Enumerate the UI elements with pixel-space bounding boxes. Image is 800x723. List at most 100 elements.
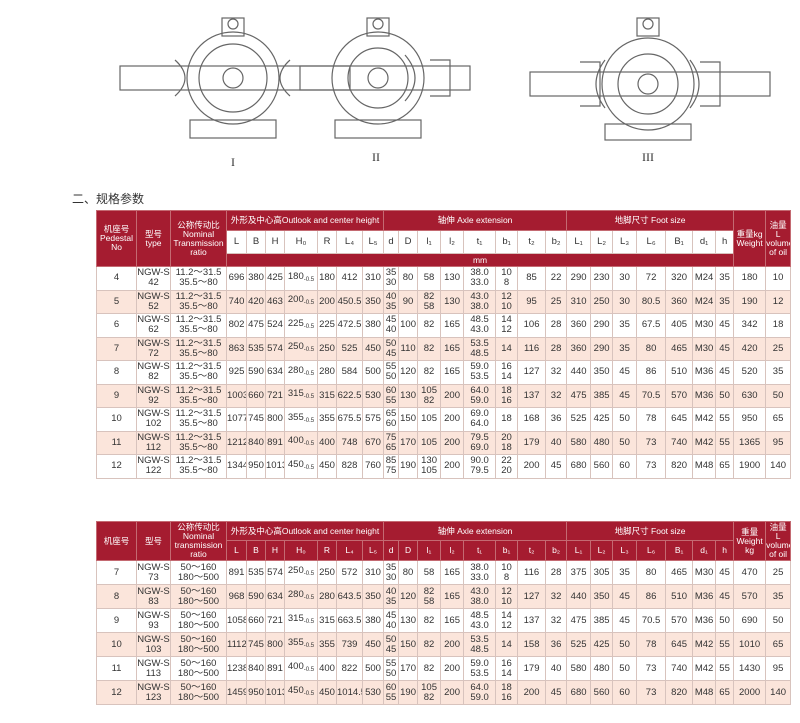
data-cell: 105 82 bbox=[417, 680, 442, 705]
cell-line: 11.2～31.5 bbox=[175, 408, 222, 420]
data-cell: 11.2～31.5 35.5～80 bbox=[170, 313, 227, 338]
data-cell: 200-0.5 bbox=[284, 289, 318, 314]
data-cell: 85 75 bbox=[383, 454, 400, 479]
cell-line: 59.0 bbox=[470, 691, 489, 703]
header-cell: 机座号 Pedestal No bbox=[96, 210, 137, 267]
data-cell: 75 65 bbox=[383, 430, 400, 455]
cell-line: 200 bbox=[287, 294, 304, 306]
data-cell: 170 bbox=[398, 430, 419, 455]
subheader-cell: b₂ bbox=[545, 540, 568, 561]
data-cell: 32 bbox=[545, 608, 568, 633]
data-cell: 45 bbox=[612, 608, 638, 633]
data-cell: 179 bbox=[517, 430, 547, 455]
cell-line: 53.5 bbox=[470, 371, 489, 383]
data-cell: 425 bbox=[590, 632, 614, 657]
cell-line: 53.5 bbox=[470, 337, 489, 349]
data-cell: 80 bbox=[398, 266, 419, 291]
cell-line: 180～500 bbox=[177, 691, 220, 703]
data-cell: 11.2～31.5 35.5～80 bbox=[170, 360, 227, 385]
cell-line: 105 bbox=[421, 465, 437, 477]
cell-line: NGW-S bbox=[137, 290, 170, 302]
data-cell: 739 bbox=[336, 632, 363, 657]
data-cell: 675.5 bbox=[336, 407, 363, 432]
cell-line: 105 bbox=[421, 681, 437, 693]
cell-line: 113 bbox=[145, 667, 162, 679]
data-cell: 50 45 bbox=[383, 336, 400, 361]
cell-line: 18 bbox=[501, 441, 512, 453]
data-cell: 225 bbox=[317, 313, 337, 338]
data-cell: 570 bbox=[665, 383, 694, 408]
data-cell: 180 bbox=[317, 266, 337, 291]
data-cell: 590 bbox=[246, 360, 266, 385]
data-cell: 200 bbox=[440, 632, 465, 657]
cell-line: 机座号 bbox=[103, 224, 130, 234]
subheader-cell: R bbox=[317, 230, 337, 254]
data-cell: M24 bbox=[692, 289, 717, 314]
cell-line: Weight bbox=[736, 535, 763, 546]
data-cell: 7 bbox=[96, 560, 137, 585]
cell-line: L bbox=[775, 531, 781, 541]
cell-line: NGW-S bbox=[137, 609, 170, 621]
data-cell: 60 55 bbox=[383, 383, 400, 408]
subheader-cell: H bbox=[265, 230, 285, 254]
cell-line: 123 bbox=[145, 691, 162, 703]
subheader-cell: d₁ bbox=[692, 540, 717, 561]
data-cell: 140 bbox=[765, 454, 792, 479]
data-cell: 80.5 bbox=[636, 289, 667, 314]
subheader-cell: L₄ bbox=[336, 540, 363, 561]
data-cell: 59.0 53.5 bbox=[463, 360, 497, 385]
data-cell: M36 bbox=[692, 360, 717, 385]
cell-line: 225 bbox=[287, 317, 304, 329]
cell-line: 10 bbox=[501, 561, 512, 573]
data-cell: 4 bbox=[96, 266, 137, 291]
cell-line: 79.5 bbox=[470, 431, 489, 443]
data-cell: 20 18 bbox=[495, 430, 519, 455]
data-cell: 78 bbox=[636, 632, 667, 657]
cell-line: 82 bbox=[423, 585, 435, 597]
data-cell: 355-0.5 bbox=[284, 407, 318, 432]
data-cell: 663.5 bbox=[336, 608, 363, 633]
cell-line: 180～500 bbox=[177, 667, 220, 679]
cell-line: 11.2～31.5 bbox=[175, 337, 222, 349]
data-cell: 800 bbox=[265, 632, 285, 657]
data-cell: NGW-S 73 bbox=[136, 560, 171, 585]
data-cell: 45 bbox=[612, 584, 638, 609]
data-cell: 35 bbox=[612, 313, 638, 338]
data-cell: 14 bbox=[495, 336, 519, 361]
cell-line: 50～160 bbox=[180, 585, 217, 597]
data-cell: 891 bbox=[265, 430, 285, 455]
data-cell: 70.5 bbox=[636, 608, 667, 633]
cell-line: 53.5 bbox=[470, 633, 489, 645]
data-cell: M30 bbox=[692, 313, 717, 338]
data-cell: 165 bbox=[440, 313, 465, 338]
cell-line: 55 bbox=[385, 657, 397, 669]
data-cell: 30 bbox=[612, 266, 638, 291]
cell-line: 82 bbox=[423, 394, 435, 406]
data-cell: 310 bbox=[361, 266, 385, 291]
cell-line: 65 bbox=[385, 441, 397, 453]
header-cell: 型号 type bbox=[136, 210, 171, 267]
data-cell: 12 10 bbox=[495, 289, 519, 314]
drawing-1 bbox=[119, 17, 351, 139]
data-cell: 745 bbox=[246, 407, 266, 432]
data-cell: 78 bbox=[636, 407, 667, 432]
data-cell: 36 bbox=[545, 407, 568, 432]
data-cell: 10 bbox=[96, 407, 137, 432]
data-cell: 25 bbox=[765, 336, 792, 361]
data-cell: 1010 bbox=[733, 632, 767, 657]
cell-line: 52 bbox=[148, 300, 159, 312]
data-cell: 315 bbox=[317, 608, 337, 633]
data-cell: 16 14 bbox=[495, 656, 519, 681]
data-cell: 14 12 bbox=[495, 608, 519, 633]
cell-line: 315 bbox=[287, 388, 304, 400]
cell-line: 22 bbox=[501, 455, 512, 467]
data-cell: 25 bbox=[765, 560, 792, 585]
figure-label: I bbox=[231, 155, 235, 169]
cell-line: 型号 bbox=[144, 535, 162, 546]
data-cell: 535 bbox=[246, 560, 266, 585]
cell-line: 50 bbox=[385, 337, 397, 349]
data-cell: 16 14 bbox=[495, 360, 519, 385]
data-cell: 822 bbox=[336, 656, 363, 681]
